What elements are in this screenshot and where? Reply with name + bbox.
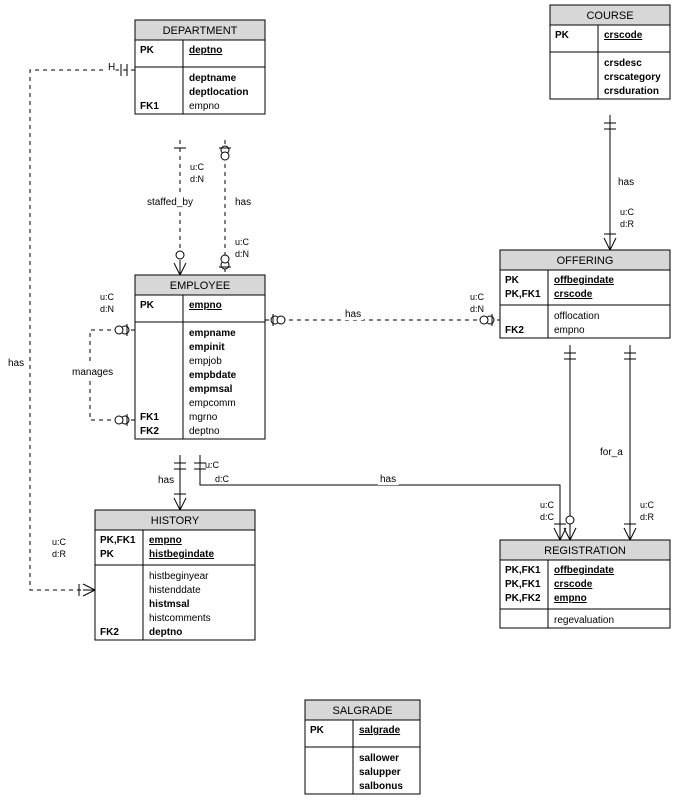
svg-text:empno: empno	[554, 593, 587, 604]
svg-text:u:C: u:C	[640, 500, 655, 510]
svg-text:FK1: FK1	[140, 101, 159, 112]
svg-text:u:C: u:C	[620, 207, 635, 217]
svg-text:FK2: FK2	[140, 426, 159, 437]
svg-text:FK2: FK2	[505, 325, 524, 336]
svg-text:PK,FK1: PK,FK1	[100, 535, 136, 546]
svg-text:d:N: d:N	[190, 174, 204, 184]
svg-text:d:C: d:C	[215, 474, 230, 484]
svg-text:PK: PK	[140, 45, 155, 56]
svg-text:crscategory: crscategory	[604, 72, 661, 83]
svg-text:staffed_by: staffed_by	[147, 197, 193, 208]
svg-text:DEPARTMENT: DEPARTMENT	[163, 25, 238, 37]
svg-text:d:C: d:C	[540, 512, 555, 522]
svg-text:PK: PK	[310, 725, 325, 736]
svg-text:crscode: crscode	[604, 30, 643, 41]
svg-text:d:N: d:N	[100, 304, 114, 314]
svg-text:has: has	[235, 197, 251, 208]
svg-text:histbeginyear: histbeginyear	[149, 571, 209, 582]
svg-text:d:N: d:N	[235, 249, 249, 259]
svg-text:empno: empno	[189, 300, 222, 311]
svg-text:H: H	[108, 62, 115, 73]
svg-text:d:R: d:R	[640, 512, 655, 522]
svg-text:crsdesc: crsdesc	[604, 58, 642, 69]
svg-text:salbonus: salbonus	[359, 781, 403, 792]
entity-registration: REGISTRATIONPK,FK1offbegindatePK,FK1crsc…	[500, 540, 670, 628]
svg-text:u:C: u:C	[540, 500, 555, 510]
svg-text:regevaluation: regevaluation	[554, 615, 614, 626]
svg-text:u:C: u:C	[235, 237, 250, 247]
svg-text:empname: empname	[189, 328, 236, 339]
entity-salgrade: SALGRADE PK salgrade sallower salupper salbon…	[305, 700, 420, 794]
svg-text:empno: empno	[189, 101, 220, 112]
svg-text:PK: PK	[505, 275, 520, 286]
svg-text:has: has	[345, 309, 361, 320]
er-diagram: staffed_by u:C d:N has u:C d:N has u:C d:R has u:C…	[0, 0, 690, 803]
svg-text:PK: PK	[140, 300, 155, 311]
svg-text:has: has	[158, 475, 174, 486]
svg-text:PK: PK	[100, 549, 115, 560]
svg-text:offbegindate: offbegindate	[554, 565, 614, 576]
svg-text:histbegindate: histbegindate	[149, 549, 214, 560]
svg-text:crscode: crscode	[554, 289, 593, 300]
svg-text:sallower: sallower	[359, 753, 399, 764]
svg-text:u:C: u:C	[52, 537, 67, 547]
svg-text:d:R: d:R	[52, 549, 67, 559]
svg-text:COURSE: COURSE	[586, 10, 633, 22]
entity-course: COURSE PK crscode crsdesc crscategory crsdura…	[550, 5, 670, 99]
entity-offering: OFFERING PK offbegindate PK,FK1 crscode offlo…	[500, 250, 670, 338]
svg-text:REGISTRATION: REGISTRATION	[544, 545, 626, 557]
svg-text:empjob: empjob	[189, 356, 222, 367]
svg-text:histenddate: histenddate	[149, 585, 201, 596]
svg-text:deptno: deptno	[149, 627, 182, 638]
svg-text:PK: PK	[555, 30, 570, 41]
svg-text:deptname: deptname	[189, 73, 237, 84]
svg-text:empmsal: empmsal	[189, 384, 233, 395]
svg-text:has: has	[380, 474, 396, 485]
svg-text:PK,FK1: PK,FK1	[505, 579, 541, 590]
svg-text:deptno: deptno	[189, 426, 220, 437]
svg-text:OFFERING: OFFERING	[557, 255, 614, 267]
svg-text:deptlocation: deptlocation	[189, 87, 248, 98]
svg-text:offlocation: offlocation	[554, 311, 599, 322]
svg-text:crsduration: crsduration	[604, 86, 659, 97]
svg-text:mgrno: mgrno	[189, 412, 218, 423]
svg-text:for_a: for_a	[600, 447, 623, 458]
entity-history: HISTORY PK,FK1 empno PK histbegindate histbeg…	[95, 510, 255, 640]
svg-text:empbdate: empbdate	[189, 370, 237, 381]
svg-text:salgrade: salgrade	[359, 725, 401, 736]
svg-text:u:C: u:C	[205, 460, 220, 470]
svg-text:d:N: d:N	[470, 304, 484, 314]
svg-text:manages: manages	[72, 367, 113, 378]
svg-text:d:R: d:R	[620, 219, 635, 229]
entity-employee: EMPLOYEE PK empno empname empinit empjob empbd…	[135, 275, 265, 439]
svg-text:PK,FK1: PK,FK1	[505, 289, 541, 300]
svg-text:u:C: u:C	[100, 292, 115, 302]
svg-text:u:C: u:C	[470, 292, 485, 302]
svg-text:empno: empno	[149, 535, 182, 546]
svg-text:has: has	[618, 177, 634, 188]
svg-text:SALGRADE: SALGRADE	[333, 705, 393, 717]
svg-text:HISTORY: HISTORY	[151, 515, 200, 527]
svg-text:histmsal: histmsal	[149, 599, 190, 610]
svg-text:empcomm: empcomm	[189, 398, 236, 409]
svg-text:deptno: deptno	[189, 45, 222, 56]
svg-text:salupper: salupper	[359, 767, 401, 778]
svg-text:histcomments: histcomments	[149, 613, 211, 624]
svg-text:u:C: u:C	[190, 162, 205, 172]
svg-text:offbegindate: offbegindate	[554, 275, 614, 286]
svg-text:empinit: empinit	[189, 342, 225, 353]
svg-text:FK1: FK1	[140, 412, 159, 423]
entity-department: DEPARTMENT PK deptno deptname deptlocation FK…	[135, 20, 265, 114]
svg-text:PK,FK2: PK,FK2	[505, 593, 541, 604]
svg-text:crscode: crscode	[554, 579, 593, 590]
svg-text:EMPLOYEE: EMPLOYEE	[170, 280, 231, 292]
svg-text:empno: empno	[554, 325, 585, 336]
svg-text:has: has	[8, 358, 24, 369]
svg-text:PK,FK1: PK,FK1	[505, 565, 541, 576]
svg-text:FK2: FK2	[100, 627, 119, 638]
